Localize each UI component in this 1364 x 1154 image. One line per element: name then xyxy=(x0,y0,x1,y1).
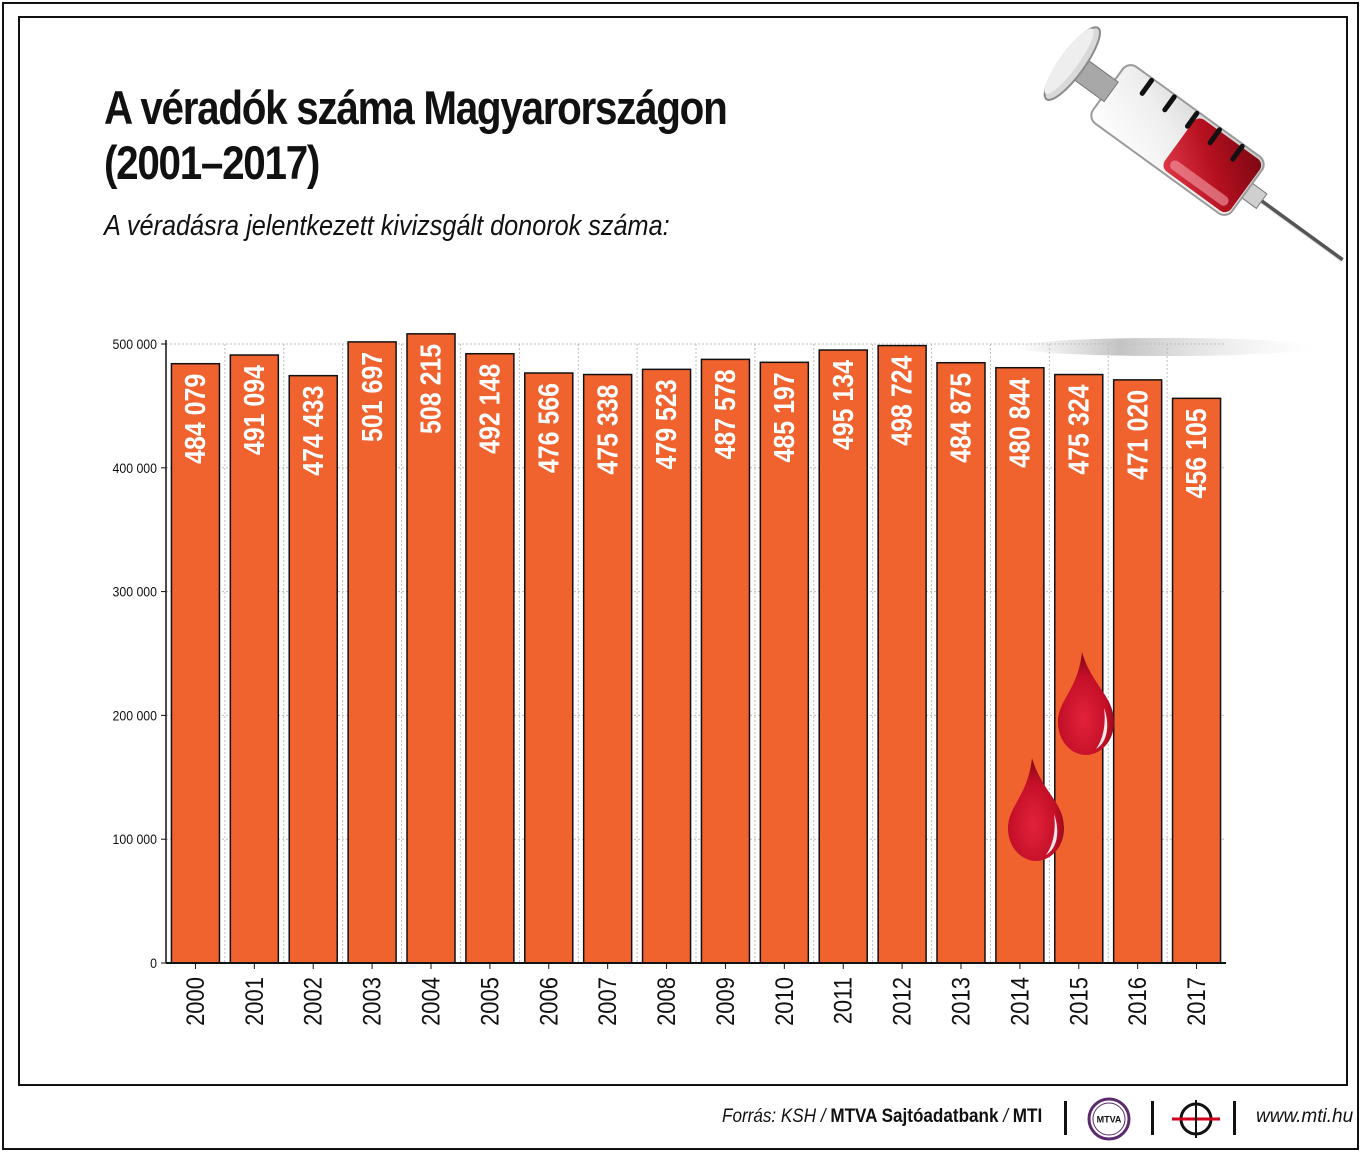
footer-divider xyxy=(1233,1101,1236,1135)
blood-drop-icon xyxy=(1058,652,1114,755)
data-label: 498 724 xyxy=(886,356,918,446)
y-tick-label: 400 000 xyxy=(113,460,157,476)
bar-2011 xyxy=(818,349,868,964)
bar-2010 xyxy=(759,361,810,964)
y-tick-label: 200 000 xyxy=(113,708,157,724)
data-label: 485 197 xyxy=(768,372,800,462)
source-prefix: Forrás: KSH / xyxy=(722,1106,831,1127)
x-tick-label: 2004 xyxy=(417,977,445,1026)
bar-2001 xyxy=(229,354,280,964)
source-text: Forrás: KSH / MTVA Sajtóadatbank / MTI xyxy=(722,1106,1042,1128)
footer-divider xyxy=(1064,1101,1067,1135)
data-label: 491 094 xyxy=(238,365,270,455)
data-label: 471 020 xyxy=(1122,390,1154,480)
source-agency: MTI xyxy=(1012,1106,1043,1127)
bar-2014 xyxy=(995,366,1045,964)
syringe-shadow xyxy=(1015,338,1315,356)
x-tick-label: 2016 xyxy=(1124,977,1152,1026)
x-tick-label: 2003 xyxy=(358,977,386,1026)
data-label: 479 523 xyxy=(650,379,682,469)
x-tick-label: 2006 xyxy=(535,977,563,1026)
data-label: 492 148 xyxy=(474,364,506,454)
x-tick-label: 2009 xyxy=(712,977,740,1026)
mtva-logo-icon: MTVA xyxy=(1087,1097,1131,1141)
x-tick-label: 2000 xyxy=(182,977,210,1026)
x-tick-label: 2014 xyxy=(1006,977,1034,1026)
data-label: 476 566 xyxy=(533,383,565,473)
data-label: 508 215 xyxy=(415,344,447,434)
mti-logo-icon xyxy=(1172,1100,1220,1138)
data-label: 501 697 xyxy=(356,352,388,442)
x-tick-label: 2012 xyxy=(888,977,916,1026)
bar-2005 xyxy=(465,352,515,964)
x-tick-label: 2002 xyxy=(299,977,327,1026)
bar-chart: 484 079 491 094 474 433 501 697 508 215 492 1… xyxy=(113,26,1344,1026)
axes: 0 100 000 200 000 300 000 400 000 500 000 2000… xyxy=(113,336,1226,1026)
x-tick-label: 2017 xyxy=(1183,977,1211,1026)
syringe-icon xyxy=(1043,26,1344,262)
x-tick-label: 2008 xyxy=(653,977,681,1026)
data-label: 480 844 xyxy=(1004,378,1036,468)
blood-drop-icon xyxy=(1008,758,1064,861)
x-tick-label: 2011 xyxy=(829,977,857,1024)
y-tick-label: 500 000 xyxy=(113,336,157,352)
data-label: 495 134 xyxy=(827,360,859,450)
bar-2008 xyxy=(641,368,692,964)
bar-2006 xyxy=(524,372,574,964)
bar-2007 xyxy=(582,373,633,964)
x-tick-label: 2007 xyxy=(594,977,622,1026)
footer: Forrás: KSH / MTVA Sajtóadatbank / MTI M… xyxy=(0,1095,1364,1145)
data-label: 474 433 xyxy=(297,386,329,476)
bar-2000 xyxy=(170,362,221,964)
x-tick-label: 2010 xyxy=(771,977,799,1026)
data-label: 456 105 xyxy=(1180,408,1212,498)
chart-title: A véradók száma Magyarországon (2001–201… xyxy=(104,80,728,190)
x-tick-label: 2013 xyxy=(947,977,975,1026)
website-link[interactable]: www.mti.hu xyxy=(1256,1106,1354,1127)
mtva-logo-text: MTVA xyxy=(1097,1115,1122,1125)
chart-title-line-1: A véradók száma Magyarországon xyxy=(104,81,728,134)
data-label: 475 338 xyxy=(592,385,624,475)
y-tick-label: 300 000 xyxy=(113,584,157,600)
data-label: 475 324 xyxy=(1063,385,1095,475)
bar-2009 xyxy=(700,358,751,964)
x-tick-label: 2015 xyxy=(1065,977,1093,1026)
bar-2002 xyxy=(288,374,338,964)
chart-subtitle: A véradásra jelentkezett kivizsgált dono… xyxy=(104,210,670,242)
bar-2012 xyxy=(877,344,927,964)
y-tick-label: 100 000 xyxy=(113,831,157,847)
y-tick-label: 0 xyxy=(150,955,157,971)
footer-divider xyxy=(1151,1101,1154,1135)
x-tick-label: 2005 xyxy=(476,977,504,1026)
bar-2004 xyxy=(406,333,456,964)
source-database: MTVA Sajtóadatbank xyxy=(830,1106,999,1127)
data-label: 484 079 xyxy=(179,374,211,464)
chart-title-line-2: (2001–2017) xyxy=(104,136,320,189)
grid-lines xyxy=(166,343,1226,963)
data-label: 484 875 xyxy=(945,373,977,463)
x-tick-label: 2001 xyxy=(241,977,269,1026)
bar-2017 xyxy=(1171,397,1222,964)
bar-2003 xyxy=(347,341,397,964)
data-label: 487 578 xyxy=(709,369,741,459)
source-separator: / xyxy=(998,1106,1013,1127)
